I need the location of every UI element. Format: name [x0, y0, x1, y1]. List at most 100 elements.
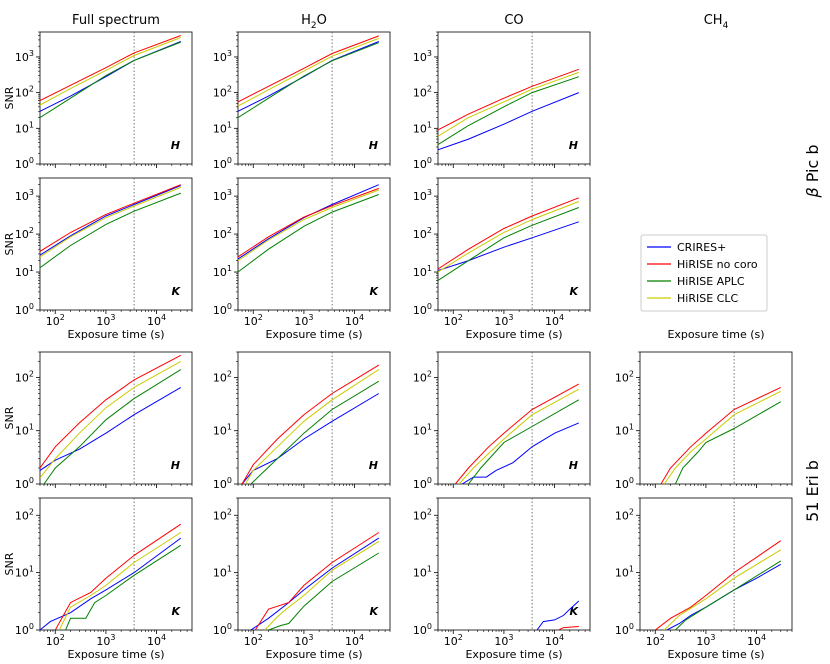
tick-exponent: 1 [29, 264, 34, 273]
y-tick-label: 101 [413, 264, 432, 279]
series-line-hirise-aplc [674, 401, 782, 484]
series-line-crires- [438, 221, 579, 271]
y-tick-label: 100 [413, 156, 432, 171]
y-tick-label: 102 [15, 369, 34, 384]
tick-base: 10 [413, 51, 427, 64]
series-line-hirise-no-coro [40, 184, 181, 252]
tick-base: 10 [15, 158, 29, 171]
tick-base: 10 [213, 158, 227, 171]
series-line-crires- [40, 41, 181, 112]
series-line-crires- [238, 41, 379, 112]
x-tick-label: 103 [96, 633, 115, 648]
tick-base: 10 [15, 304, 29, 317]
series-line-hirise-no-coro [438, 68, 579, 131]
tick-base: 10 [213, 87, 227, 100]
series-line-hirise-no-coro [241, 364, 380, 484]
tick-exponent: 2 [629, 507, 634, 516]
y-tick-label: 102 [213, 85, 232, 100]
tick-base: 10 [413, 567, 427, 580]
tick-base: 10 [345, 315, 359, 328]
series-line-hirise-clc [58, 532, 182, 630]
tick-base: 10 [615, 509, 629, 522]
band-label: K [569, 285, 579, 298]
series-line-hirise-no-coro [54, 523, 182, 630]
tick-exponent: 1 [629, 423, 634, 432]
tick-base: 10 [413, 425, 427, 438]
tick-exponent: 2 [660, 633, 665, 642]
series-line-hirise-no-coro [660, 386, 782, 484]
panel-frame [39, 351, 193, 485]
tick-exponent: 0 [427, 156, 432, 165]
tick-base: 10 [213, 478, 227, 491]
tick-exponent: 3 [427, 188, 432, 197]
series-line-hirise-no-coro [438, 197, 579, 270]
series-line-hirise-clc [264, 540, 380, 630]
tick-base: 10 [15, 122, 29, 135]
tick-exponent: 4 [359, 313, 364, 322]
tick-base: 10 [615, 624, 629, 637]
y-tick-label: 101 [15, 565, 34, 580]
tick-base: 10 [413, 266, 427, 279]
series-line-crires- [40, 185, 181, 256]
x-tick-label: 104 [345, 633, 364, 648]
x-axis-label: Exposure time (s) [667, 328, 764, 341]
tick-exponent: 3 [427, 49, 432, 58]
series-line-hirise-clc [40, 37, 181, 106]
y-tick-label: 102 [15, 507, 34, 522]
y-tick-label: 101 [413, 565, 432, 580]
legend-entry: HiRISE no coro [677, 258, 758, 271]
label-text: 51 Eri b [803, 460, 822, 522]
band-label: K [171, 285, 181, 298]
tick-base: 10 [413, 304, 427, 317]
panel-frame [237, 177, 391, 311]
tick-exponent: 0 [629, 622, 634, 631]
tick-exponent: 1 [227, 264, 232, 273]
tick-base: 10 [615, 567, 629, 580]
tick-base: 10 [646, 635, 660, 648]
tick-exponent: 4 [761, 633, 766, 642]
tick-exponent: 0 [29, 302, 34, 311]
tick-exponent: 2 [258, 633, 263, 642]
tick-base: 10 [213, 304, 227, 317]
x-tick-label: 103 [494, 313, 513, 328]
tick-exponent: 2 [258, 313, 263, 322]
series-line-crires- [40, 386, 182, 471]
series-group [454, 383, 580, 484]
band-label: K [369, 605, 379, 618]
y-tick-label: 102 [413, 85, 432, 100]
y-tick-label: 102 [213, 226, 232, 241]
y-tick-label: 102 [213, 369, 232, 384]
row-group-label-51-eri-b: 51 Eri b [803, 460, 822, 522]
tick-exponent: 0 [227, 622, 232, 631]
tick-base: 10 [15, 371, 29, 384]
tick-exponent: 0 [227, 302, 232, 311]
series-line-hirise-clc [438, 71, 579, 137]
tick-exponent: 1 [629, 565, 634, 574]
panel-frame [39, 497, 193, 631]
title-part: CH [704, 13, 723, 28]
series-line-hirise-aplc [43, 369, 182, 484]
series-group [438, 197, 579, 281]
tick-base: 10 [213, 51, 227, 64]
tick-exponent: 3 [308, 633, 313, 642]
band-label: H [171, 459, 180, 472]
tick-exponent: 0 [629, 476, 634, 485]
tick-exponent: 3 [110, 313, 115, 322]
x-axis-label: Exposure time (s) [465, 648, 562, 661]
tick-exponent: 3 [29, 49, 34, 58]
tick-base: 10 [213, 266, 227, 279]
tick-exponent: 4 [559, 633, 564, 642]
tick-base: 10 [15, 51, 29, 64]
tick-base: 10 [413, 122, 427, 135]
y-tick-label: 103 [413, 188, 432, 203]
tick-exponent: 0 [227, 156, 232, 165]
series-line-hirise-clc [40, 360, 182, 479]
series-line-hirise-clc [40, 186, 181, 258]
